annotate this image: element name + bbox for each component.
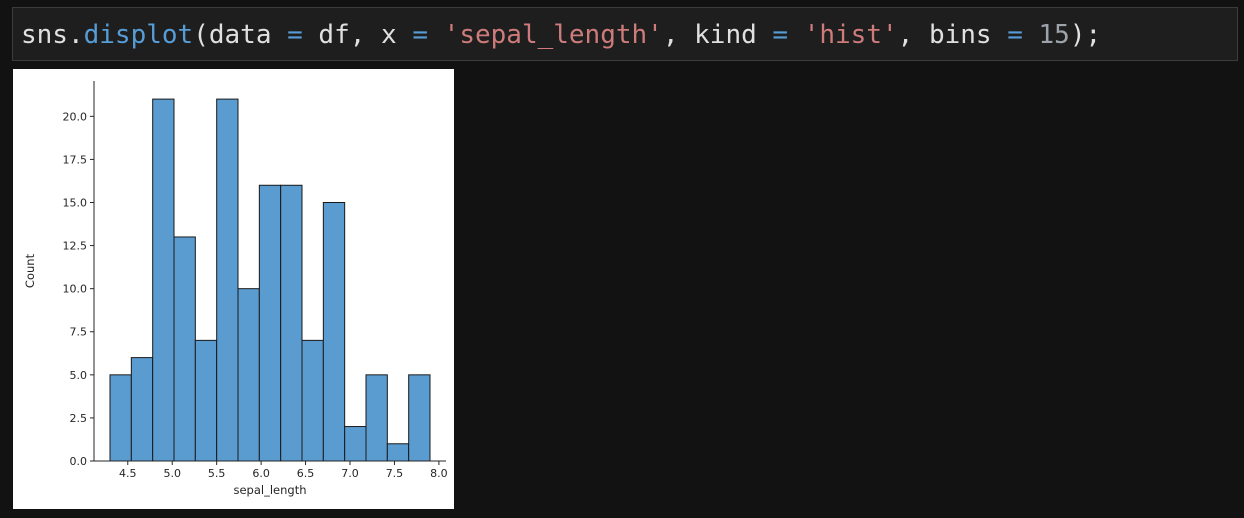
histogram-bar: [386, 443, 410, 462]
y-axis-label: Count: [23, 253, 37, 288]
y-tick-label: 10.0: [63, 283, 88, 296]
x-tick-label: 4.5: [119, 467, 137, 480]
x-tick-label: 7.5: [386, 467, 404, 480]
y-tick-label: 17.5: [63, 153, 88, 166]
code-token-plain: sns.: [21, 20, 84, 50]
chart-output: 4.5 5.0 5.5 6.0 6.5 7.0 7.5 8.0 0.0 2.5 5.0 7.5 10.0…: [13, 69, 454, 509]
histogram-chart: 4.5 5.0 5.5 6.0 6.5 7.0 7.5 8.0 0.0 2.5 5.0 7.5 10.0…: [23, 81, 448, 497]
y-tick-label: 0.0: [70, 455, 88, 468]
x-tick-label: 5.5: [208, 467, 226, 480]
y-tick-label: 7.5: [70, 326, 88, 339]
y-tick-label: 2.5: [70, 412, 88, 425]
histogram-bar: [109, 374, 132, 462]
code-token-plain: , kind: [662, 20, 773, 50]
histogram-bar: [216, 98, 239, 462]
x-tick-label: 8.0: [430, 467, 448, 480]
y-tick-label: 5.0: [70, 369, 88, 382]
x-axis-label: sepal_length: [233, 483, 306, 497]
histogram-bar: [173, 236, 196, 462]
bars-layer: [109, 98, 431, 462]
y-tick-label: 12.5: [63, 240, 88, 253]
code-token-plain: [1023, 20, 1039, 50]
x-tick-label: 5.0: [163, 467, 181, 480]
code-token-num: 15: [1038, 20, 1070, 50]
histogram-bar: [344, 426, 367, 462]
histogram-bar: [130, 357, 154, 462]
code-token-plain: [428, 20, 444, 50]
code-token-str: 'sepal_length': [443, 20, 663, 50]
histogram-bar: [301, 339, 324, 462]
histogram-bar: [237, 288, 260, 462]
axes-layer: 4.5 5.0 5.5 6.0 6.5 7.0 7.5 8.0 0.0 2.5 5.0 7.5 10.0…: [63, 81, 448, 480]
code-token-plain: );: [1069, 20, 1102, 50]
histogram-bar: [194, 339, 218, 462]
y-tick-label: 15.0: [63, 196, 88, 209]
code-token-op: =: [287, 20, 303, 50]
code-token-op: =: [772, 20, 789, 50]
histogram-bar: [280, 184, 303, 462]
histogram-bar: [152, 98, 175, 462]
code-token-op: =: [1007, 20, 1023, 50]
histogram-bar: [322, 201, 346, 462]
histogram-bar: [408, 374, 431, 462]
code-token-plain: (data: [193, 20, 288, 50]
code-token-fn: displot: [83, 20, 194, 50]
code-token-op: =: [412, 20, 429, 50]
y-tick-label: 20.0: [63, 110, 88, 123]
code-cell[interactable]: sns.displot(data = df, x = 'sepal_length…: [12, 7, 1238, 61]
code-token-plain: df, x: [302, 20, 413, 50]
code-token-plain: , bins: [897, 20, 1008, 50]
code-line[interactable]: sns.displot(data = df, x = 'sepal_length…: [21, 17, 1101, 53]
x-tick-label: 7.0: [341, 467, 359, 480]
histogram-bar: [365, 374, 388, 462]
code-token-plain: [788, 20, 804, 50]
code-token-str: 'hist': [803, 20, 898, 50]
x-tick-label: 6.5: [297, 467, 315, 480]
x-tick-label: 6.0: [252, 467, 270, 480]
histogram-bar: [258, 184, 282, 462]
